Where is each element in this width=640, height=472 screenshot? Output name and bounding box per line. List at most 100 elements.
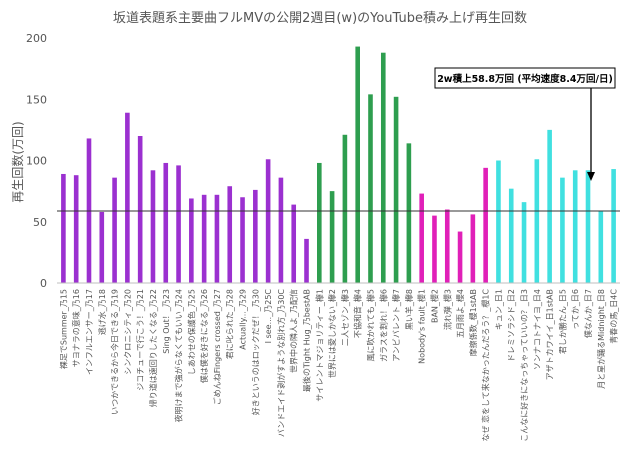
x-tick-label: 僕なんか_日7 xyxy=(583,289,593,338)
bar xyxy=(406,143,412,283)
bar xyxy=(99,211,105,283)
x-tick-label: 好きというのはロックだぜ！_乃30 xyxy=(250,289,260,415)
bar xyxy=(227,186,233,283)
x-tick-label: なぜ 恋をして来なかったんだろう？_櫻1C xyxy=(481,289,491,442)
bar xyxy=(496,160,501,283)
x-tick-label: Actually..._乃29 xyxy=(239,289,248,350)
bar xyxy=(457,231,463,283)
bar xyxy=(137,136,143,283)
bar xyxy=(483,167,488,283)
x-tick-label: ソンナコトナイヨ_日4 xyxy=(533,289,542,370)
bar xyxy=(380,52,386,284)
x-tick-label: 摩擦係数_櫻1stAB xyxy=(468,289,478,356)
y-tick-label: 0 xyxy=(40,277,47,290)
x-tick-label: 五月雨よ_櫻4 xyxy=(455,289,465,338)
bar xyxy=(201,194,207,283)
bar xyxy=(432,215,437,283)
x-tick-label: サイレントマジョリティー_欅1 xyxy=(315,289,324,402)
bar xyxy=(534,159,540,283)
bar xyxy=(598,210,604,283)
bar xyxy=(521,202,527,283)
y-tick-label: 200 xyxy=(26,32,47,45)
bar xyxy=(317,162,322,283)
bar xyxy=(304,238,309,283)
x-tick-label: こんなに好きになっちゃっていいの？_日3 xyxy=(519,289,529,442)
x-tick-label: 月と星が踊るMidnight_日8 xyxy=(596,289,606,389)
bar xyxy=(342,134,348,283)
bar xyxy=(368,94,373,283)
x-tick-label: インフルエンサー_乃17 xyxy=(85,289,94,375)
x-tick-label: 流れ弾_櫻3 xyxy=(442,289,452,330)
x-tick-label: 僕は僕を好きになる_乃26 xyxy=(199,289,209,383)
y-tick-label: 100 xyxy=(26,155,47,168)
chart-title: 坂道表題系主要曲フルMVの公開2週目(w)のYouTube積み上げ再生回数 xyxy=(113,11,527,26)
x-tick-label: 夜明けまで強がらなくてもいい_乃24 xyxy=(174,289,184,422)
bar xyxy=(611,169,616,283)
bar xyxy=(240,197,245,283)
x-tick-label: アザトカワイイ_日1stAB xyxy=(546,289,555,380)
x-tick-label: BAN_櫻2 xyxy=(429,289,439,323)
x-tick-label: ってか_日6 xyxy=(571,289,580,330)
y-axis-label: 再生回数(万回) xyxy=(10,121,25,202)
x-tick-label: 逃げ水_乃18 xyxy=(97,289,107,335)
x-tick-label: ごめんねFingers crossed_乃27 xyxy=(212,289,222,405)
x-tick-label: 風に吹かれても_欅5 xyxy=(365,289,375,361)
bar xyxy=(355,46,360,284)
bar xyxy=(547,129,552,283)
bar xyxy=(125,112,130,283)
bar xyxy=(291,204,297,283)
bar xyxy=(329,191,335,283)
x-tick-label: 君しか勝たん_日5 xyxy=(557,289,567,354)
x-tick-label: Sing Out！_乃23 xyxy=(162,289,171,354)
x-tick-label: I see..._乃25C xyxy=(264,289,273,344)
bar xyxy=(444,209,450,283)
y-tick-label: 150 xyxy=(26,93,47,106)
bar xyxy=(393,96,399,283)
x-tick-label: アンビバレント_欅7 xyxy=(392,289,401,362)
x-ticks: 裸足でSummer_乃15 サヨナラの意味_乃16 インフルエンサー_乃17 逃げ水_… xyxy=(58,289,618,442)
x-tick-label: 二人セゾン_欅3 xyxy=(341,289,350,346)
bar xyxy=(560,177,565,283)
bars xyxy=(61,46,616,284)
x-tick-label: 不協和音_欅4 xyxy=(353,289,363,338)
x-tick-label: バンドエイド剥がすような別れ方_乃30C xyxy=(276,289,286,438)
bar xyxy=(585,170,591,283)
bar xyxy=(73,175,79,283)
bar xyxy=(214,194,220,283)
x-tick-label: ガラスを割れ！_欅6 xyxy=(378,289,388,362)
annotation-arrowhead xyxy=(587,172,595,181)
x-tick-label: 世界には愛しかない_欅2 xyxy=(327,289,337,378)
bar xyxy=(61,173,66,283)
bar xyxy=(253,189,258,283)
y-ticks: 0 50 100 150 200 xyxy=(26,32,47,290)
x-tick-label: サヨナラの意味_乃16 xyxy=(71,289,81,367)
x-tick-label: シンクロニシティ_乃20 xyxy=(123,289,132,375)
bar xyxy=(470,214,476,283)
bar xyxy=(150,170,156,283)
bar xyxy=(265,159,271,283)
x-tick-label: キュン_日1 xyxy=(494,289,503,330)
bar xyxy=(189,198,194,283)
annotation-text: 2w積上58.8万回 (平均速度8.4万回/日) xyxy=(437,73,613,85)
bar xyxy=(176,165,181,283)
bar xyxy=(163,162,169,283)
x-tick-label: 君に叱られた_乃28 xyxy=(226,289,235,359)
x-tick-label: 黒い羊_欅8 xyxy=(404,289,414,330)
x-tick-label: 裸足でSummer_乃15 xyxy=(58,289,68,369)
x-tick-label: Nobody's fault_櫻1 xyxy=(417,289,427,364)
y-tick-label: 50 xyxy=(33,216,47,229)
bar xyxy=(572,170,578,283)
bar xyxy=(419,193,424,283)
bar xyxy=(112,177,117,283)
bar xyxy=(508,188,514,283)
x-tick-label: 帰り道は遠回りしたくなる_乃22 xyxy=(148,289,158,407)
bar xyxy=(278,177,284,283)
x-tick-label: ジコチューで行こう！_乃21 xyxy=(135,289,145,391)
annotation-box: 2w積上58.8万回 (平均速度8.4万回/日) xyxy=(434,67,616,181)
x-tick-label: 青春の馬_日4C xyxy=(609,289,619,344)
x-tick-label: 世界中の隣人よ_乃配信 xyxy=(289,289,299,373)
x-tick-label: 最後のTight Hug_乃bestAB xyxy=(302,289,312,392)
x-tick-label: いつかできるから今日できる_乃19 xyxy=(110,289,120,415)
x-tick-label: ドレミソラシド_日2 xyxy=(507,289,516,362)
